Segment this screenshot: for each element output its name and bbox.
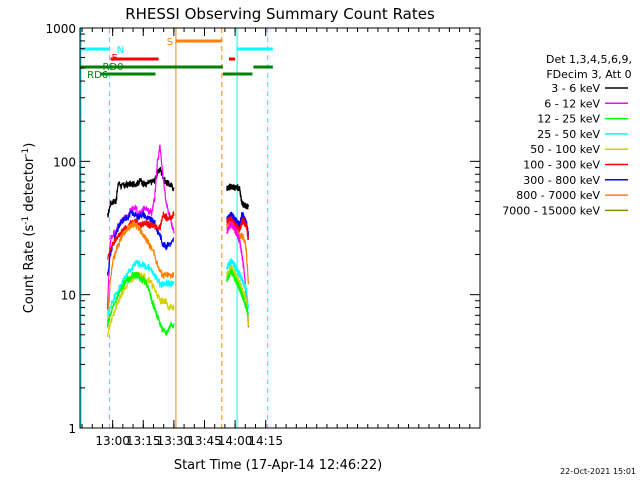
flag-label: RD6 (87, 70, 108, 81)
plot-frame (79, 27, 481, 429)
legend-header-line-2: FDecim 3, Att 0 (546, 68, 631, 81)
y-axis-label-sup1: -1 (21, 216, 31, 225)
y-tick-label: 1000 (45, 22, 76, 36)
flag-label: N (117, 45, 124, 56)
y-tick-label: 1 (68, 422, 76, 436)
y-tick-label: 10 (61, 289, 76, 303)
legend-label: 50 - 100 keV (530, 143, 600, 156)
legend-label: 6 - 12 keV (544, 97, 600, 110)
y-tick-label: 100 (53, 155, 76, 169)
y-axis-label-sup2: -1 (21, 148, 31, 157)
x-tick-label: 13:15 (126, 434, 161, 448)
legend-label: 25 - 50 keV (537, 128, 600, 141)
x-tick-label: 13:30 (157, 434, 192, 448)
flag-label: RD0 (102, 62, 123, 73)
legend-label: 100 - 300 keV (523, 159, 600, 172)
series-line (226, 268, 249, 317)
y-axis-label-main: Count Rate (s (22, 225, 37, 314)
x-tick-label: 14:15 (248, 434, 283, 448)
series-line (226, 258, 249, 310)
legend-label: 12 - 25 keV (537, 113, 600, 126)
flag-label: S (167, 37, 173, 48)
series-line (107, 209, 175, 276)
series-line (226, 183, 249, 210)
flag-label: F (112, 53, 118, 64)
y-axis-label-end: ) (22, 143, 37, 148)
x-tick-label: 14:00 (218, 434, 253, 448)
plot-area (80, 28, 269, 428)
chart-title: RHESSI Observing Summary Count Rates (125, 5, 435, 23)
series-line (107, 271, 175, 336)
generation-timestamp: 22-Oct-2021 15:01 (560, 467, 636, 476)
series-line (226, 265, 249, 327)
legend-label: 800 - 7000 keV (516, 189, 600, 202)
legend-label: 300 - 800 keV (523, 174, 600, 187)
x-axis-label: Start Time (17-Apr-14 12:46:22) (174, 458, 382, 473)
series-line (226, 221, 249, 328)
x-tick-label: 13:00 (95, 434, 130, 448)
y-axis-label: Count Rate (s-1 detector-1) (21, 143, 37, 314)
y-axis-label-mid: detector (22, 156, 37, 216)
legend-label: 7000 - 15000 keV (502, 204, 600, 217)
legend-label: 3 - 6 keV (551, 82, 600, 95)
legend-header-line-1: Det 1,3,4,5,6,9, (546, 53, 632, 66)
legend: 3 - 6 keV 6 - 12 keV 12 - 25 keV 25 - 50 ke… (502, 82, 628, 217)
series-line (107, 219, 175, 328)
x-tick-label: 13:45 (187, 434, 222, 448)
